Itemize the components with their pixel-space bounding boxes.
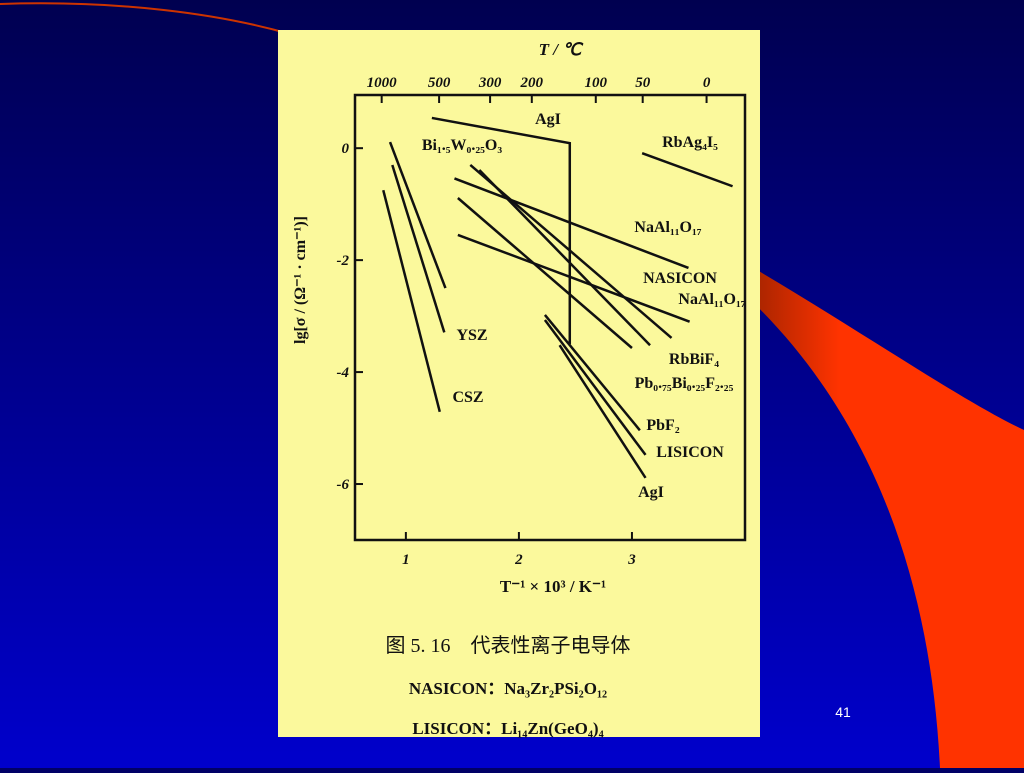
series-label: NASICON	[643, 270, 717, 287]
series-label: RbBiF₄	[669, 351, 719, 368]
x-tick-label: 1	[402, 552, 410, 568]
series-line	[388, 141, 447, 289]
series-label: AgI	[535, 111, 561, 128]
series-label: YSZ	[456, 327, 487, 344]
series-label: CSZ	[452, 389, 483, 406]
x2-tick-label: 1000	[367, 75, 398, 91]
series-label: RbAg₄I₅	[662, 134, 718, 151]
series-label: NaAl₁₁O₁₇	[678, 291, 745, 308]
series-line	[478, 169, 651, 347]
swoosh	[740, 260, 1024, 768]
curve	[0, 2, 291, 35]
series-label: Bi₁.₅W₀.₂₅O₃	[422, 137, 503, 154]
series-line	[457, 197, 633, 349]
x2-tick-label: 200	[520, 75, 544, 91]
x2-tick-label: 100	[585, 75, 608, 91]
series-line	[457, 233, 691, 323]
x2-tick-label: 0	[703, 75, 711, 91]
x-axis-label: T⁻¹ × 10³ / K⁻¹	[500, 577, 606, 596]
series-line	[454, 177, 689, 270]
y-tick-label: -6	[337, 477, 350, 493]
x2-tick-label: 300	[478, 75, 502, 91]
series-line	[558, 344, 647, 479]
series-line	[391, 164, 446, 333]
x-tick-label: 2	[514, 552, 523, 568]
caption: 图 5. 16 代表性离子电导体	[386, 634, 631, 657]
series-line	[641, 152, 733, 188]
y-tick-label: -4	[337, 365, 350, 381]
x-tick-label: 3	[627, 552, 636, 568]
y-tick-label: -2	[337, 253, 350, 269]
series-line	[382, 189, 441, 413]
note: LISICON：Li₁₄Zn(GeO₄)₄	[412, 719, 603, 738]
series-line	[543, 319, 647, 456]
series-label: NaAl₁₁O₁₇	[634, 219, 701, 236]
x2-tick-label: 50	[635, 75, 651, 91]
series-label: PbF₂	[646, 417, 679, 434]
top-axis-label: T / ℃	[539, 40, 585, 59]
y-tick-label: 0	[342, 141, 350, 157]
plot-frame	[353, 93, 747, 542]
y-axis-label: lg[σ / (Ω⁻¹ · cm⁻¹)]	[292, 216, 309, 344]
plot	[353, 93, 747, 542]
series-line	[543, 314, 641, 432]
slide-number: 41	[835, 704, 851, 720]
series-label: AgI	[638, 484, 664, 501]
note: NASICON：Na₃Zr₂PSi₂O₁₂	[409, 679, 607, 698]
series-label: LISICON	[656, 444, 724, 461]
x2-tick-label: 500	[428, 75, 451, 91]
series-label: Pb₀.₇₅Bi₀.₂₅F₂.₂₅	[635, 375, 734, 392]
